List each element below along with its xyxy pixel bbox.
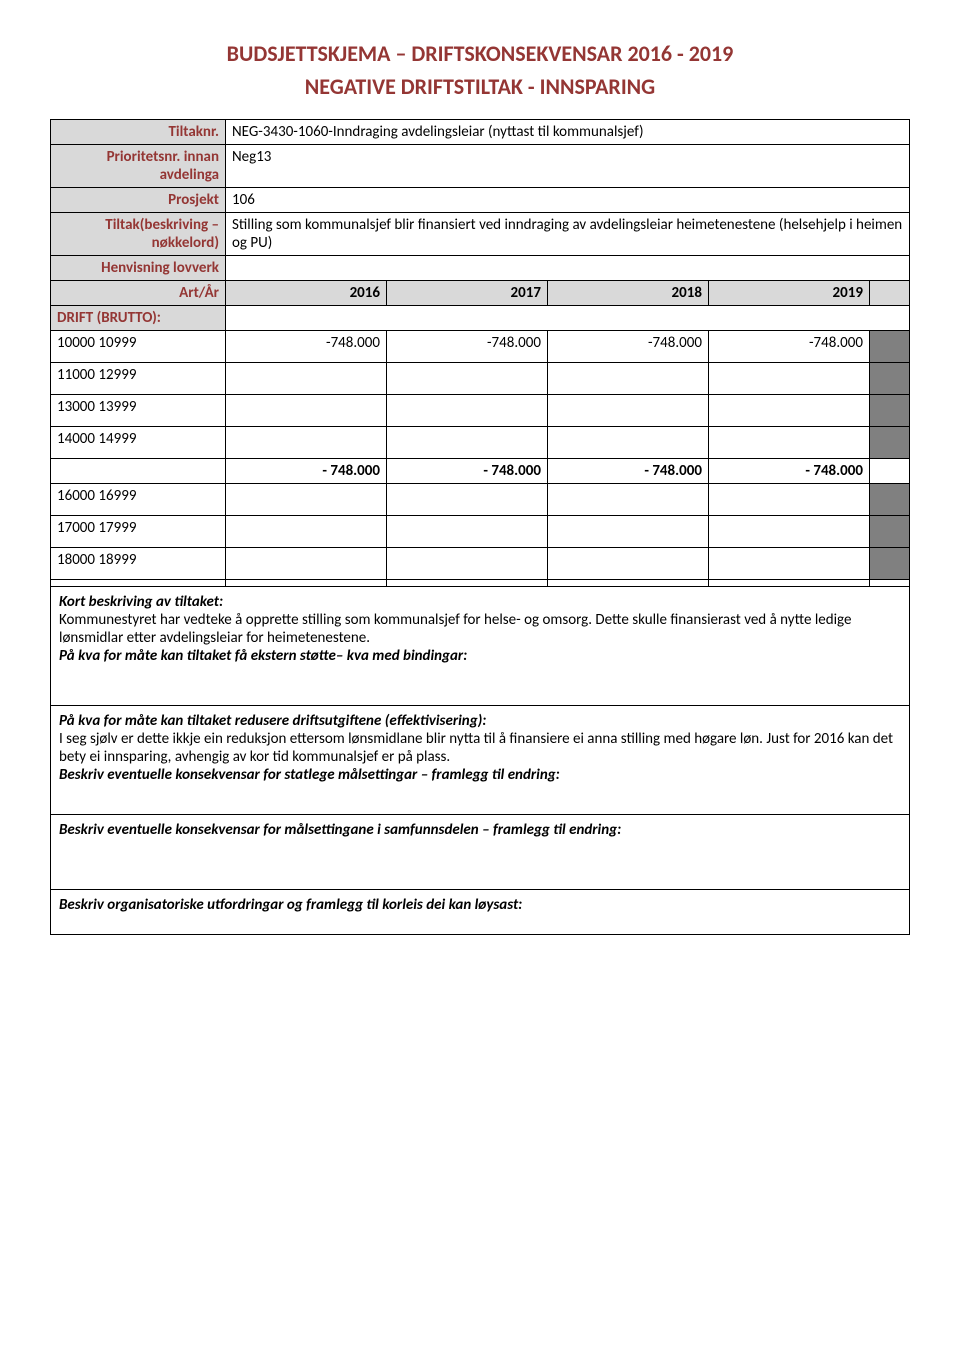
- row-17000: 17000 17999: [51, 516, 226, 548]
- cell-r1-y1: -748.000: [226, 331, 387, 363]
- row-blank-end: [51, 580, 226, 587]
- cell-end-blank: [869, 580, 909, 587]
- year-blank: [869, 281, 909, 306]
- cell-r6-y3: [547, 516, 708, 548]
- cell-r3-dark: [869, 395, 909, 427]
- cell-r4-dark: [869, 427, 909, 459]
- cell-sum-blank: [869, 459, 909, 484]
- row-sum-blank: [51, 459, 226, 484]
- cell-r5-y4: [708, 484, 869, 516]
- cell-r1-y4: -748.000: [708, 331, 869, 363]
- row-16000: 16000 16999: [51, 484, 226, 516]
- year-2019: 2019: [708, 281, 869, 306]
- prioritetsnr-label: Prioritetsnr. innan avdelinga: [51, 145, 226, 188]
- cell-sum-y1: - 748.000: [226, 459, 387, 484]
- drift-blank: [226, 306, 910, 331]
- cell-r1-y2: -748.000: [386, 331, 547, 363]
- tiltaknr-label: Tiltaknr.: [51, 120, 226, 145]
- doc-title-2: NEGATIVE DRIFTSTILTAK - INNSPARING: [50, 73, 910, 102]
- cell-r7-y1: [226, 548, 387, 580]
- cell-r3-y4: [708, 395, 869, 427]
- tiltaknr-value: NEG-3430-1060-Inndraging avdelingsleiar …: [226, 120, 910, 145]
- cell-end-y4: [708, 580, 869, 587]
- prioritetsnr-value: Neg13: [226, 145, 910, 188]
- cell-sum-y4: - 748.000: [708, 459, 869, 484]
- cell-r6-y4: [708, 516, 869, 548]
- cell-end-y1: [226, 580, 387, 587]
- tiltak-label: Tiltak(beskriving – nøkkelord): [51, 213, 226, 256]
- cell-sum-y2: - 748.000: [386, 459, 547, 484]
- section-3-text: I seg sjølv er dette ikkje ein reduksjon…: [59, 730, 893, 766]
- cell-r7-y3: [547, 548, 708, 580]
- cell-r2-y4: [708, 363, 869, 395]
- section-1-title: Kort beskriving av tiltaket:: [59, 593, 223, 611]
- tiltak-value: Stilling som kommunalsjef blir finansier…: [226, 213, 910, 256]
- cell-r2-y2: [386, 363, 547, 395]
- cell-end-y2: [386, 580, 547, 587]
- cell-r1-dark: [869, 331, 909, 363]
- section-1-text: Kommunestyret har vedteke å opprette sti…: [59, 611, 851, 647]
- cell-r6-y2: [386, 516, 547, 548]
- cell-r5-y2: [386, 484, 547, 516]
- doc-title-1: BUDSJETTSKJEMA – DRIFTSKONSEKVENSAR 2016…: [50, 40, 910, 69]
- cell-r2-y3: [547, 363, 708, 395]
- cell-r6-dark: [869, 516, 909, 548]
- cell-r4-y3: [547, 427, 708, 459]
- row-11000: 11000 12999: [51, 363, 226, 395]
- prosjekt-value: 106: [226, 188, 910, 213]
- year-2016: 2016: [226, 281, 387, 306]
- cell-end-y3: [547, 580, 708, 587]
- cell-r3-y3: [547, 395, 708, 427]
- drift-label: DRIFT (BRUTTO):: [51, 306, 226, 331]
- cell-r4-y1: [226, 427, 387, 459]
- row-18000: 18000 18999: [51, 548, 226, 580]
- section-1: Kort beskriving av tiltaket: Kommunestyr…: [51, 587, 910, 706]
- row-14000: 14000 14999: [51, 427, 226, 459]
- henvisning-value: [226, 256, 910, 281]
- cell-r7-dark: [869, 548, 909, 580]
- cell-r7-y2: [386, 548, 547, 580]
- cell-r1-y3: -748.000: [547, 331, 708, 363]
- henvisning-label: Henvisning lovverk: [51, 256, 226, 281]
- cell-r3-y2: [386, 395, 547, 427]
- section-5-title: Beskriv eventuelle konsekvensar for måls…: [59, 821, 621, 839]
- section-4-title: Beskriv eventuelle konsekvensar for stat…: [59, 766, 560, 784]
- cell-sum-y3: - 748.000: [547, 459, 708, 484]
- year-2018: 2018: [547, 281, 708, 306]
- section-3: På kva for måte kan tiltaket redusere dr…: [51, 706, 910, 815]
- cell-r2-dark: [869, 363, 909, 395]
- cell-r5-y3: [547, 484, 708, 516]
- cell-r3-y1: [226, 395, 387, 427]
- cell-r7-y4: [708, 548, 869, 580]
- cell-r4-y2: [386, 427, 547, 459]
- section-6-title: Beskriv organisatoriske utfordringar og …: [59, 896, 522, 914]
- row-10000: 10000 10999: [51, 331, 226, 363]
- row-13000: 13000 13999: [51, 395, 226, 427]
- main-table: Tiltaknr. NEG-3430-1060-Inndraging avdel…: [50, 119, 910, 935]
- section-3-title: På kva for måte kan tiltaket redusere dr…: [59, 712, 486, 730]
- art-label: Art/År: [51, 281, 226, 306]
- cell-r4-y4: [708, 427, 869, 459]
- cell-r5-y1: [226, 484, 387, 516]
- section-6: Beskriv organisatoriske utfordringar og …: [51, 890, 910, 935]
- section-2-title: På kva for måte kan tiltaket få ekstern …: [59, 647, 467, 665]
- cell-r6-y1: [226, 516, 387, 548]
- section-5: Beskriv eventuelle konsekvensar for måls…: [51, 815, 910, 890]
- cell-r2-y1: [226, 363, 387, 395]
- cell-r5-dark: [869, 484, 909, 516]
- prosjekt-label: Prosjekt: [51, 188, 226, 213]
- year-2017: 2017: [386, 281, 547, 306]
